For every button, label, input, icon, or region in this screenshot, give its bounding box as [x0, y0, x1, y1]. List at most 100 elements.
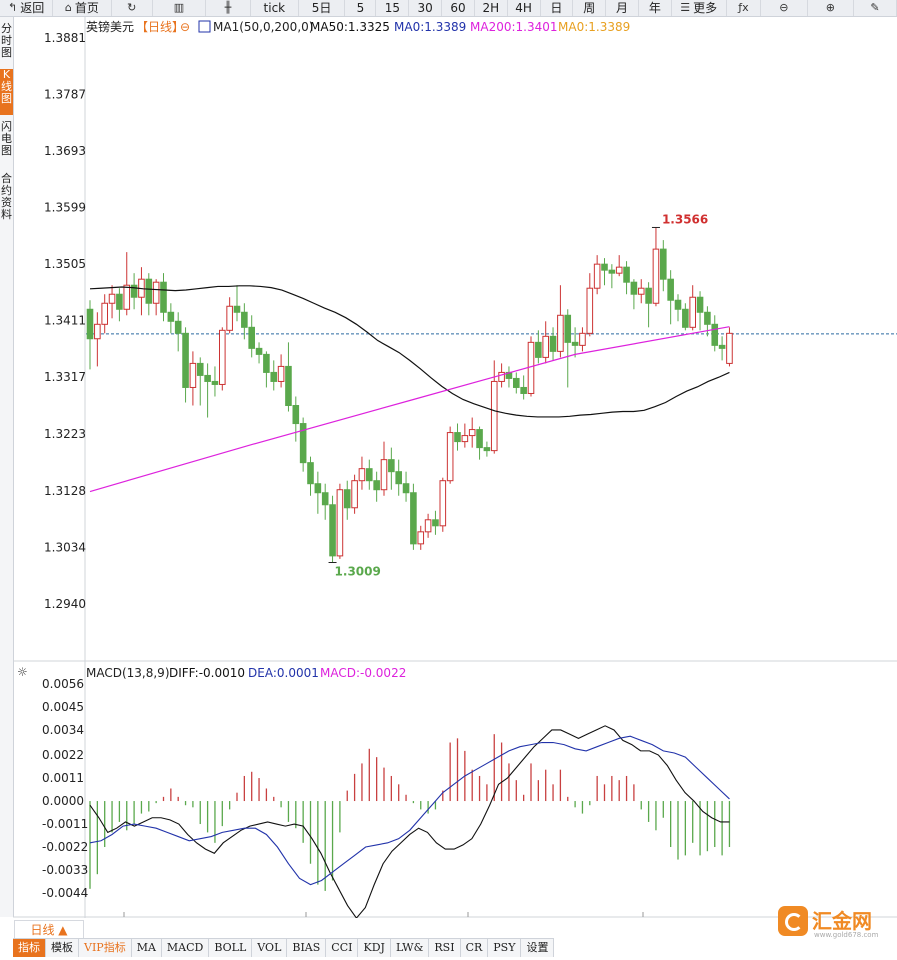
toolbar-year-button[interactable]: 年	[639, 0, 672, 16]
candle-body	[557, 314, 564, 352]
candle-body	[358, 468, 366, 482]
toolbar-back-button[interactable]: ↰ 返回	[0, 0, 54, 16]
zoom-in-icon: ⊕	[825, 1, 835, 14]
candle-body	[535, 341, 542, 358]
indicator-tab-0[interactable]: 指标	[13, 939, 46, 957]
indicator-tab-13[interactable]: PSY	[488, 939, 522, 957]
indicator-tab-7[interactable]: BIAS	[287, 939, 327, 957]
candle-body	[160, 281, 167, 313]
candle-body	[388, 459, 395, 473]
candle-body	[226, 305, 233, 331]
candle-body	[321, 492, 329, 506]
toolbar-h4-label: 4H	[515, 1, 532, 15]
price-tick-label: 1.3034	[44, 540, 86, 554]
candle-body	[674, 299, 682, 310]
candle-body	[579, 332, 586, 346]
indicator-tab-11[interactable]: RSI	[429, 939, 461, 957]
home-icon: ⌂	[64, 1, 72, 14]
indicator-tab-2[interactable]: VIP指标	[79, 939, 132, 957]
toolbar-m5-button[interactable]: 5	[345, 0, 377, 16]
toolbar-month-button[interactable]: 月	[606, 0, 639, 16]
view-tab-0[interactable]: 分时图	[1, 22, 12, 59]
toolbar-zoom-in-button[interactable]: ⊕	[808, 0, 855, 16]
toolbar-zoom-out-button[interactable]: ⊖	[761, 0, 808, 16]
toolbar-home-button[interactable]: ⌂ 首页	[53, 0, 112, 16]
candle-body	[108, 293, 116, 304]
candle-body	[410, 492, 417, 545]
candle-body	[696, 296, 704, 313]
candlestick-icon: ╫	[224, 1, 232, 14]
price-tick-label: 1.2940	[44, 597, 86, 611]
candle-body	[189, 362, 197, 388]
candle-body	[542, 335, 550, 358]
candle-body	[233, 305, 241, 313]
view-tab-2[interactable]: 闪电图	[1, 120, 12, 157]
toolbar-h4-button[interactable]: 4H	[508, 0, 541, 16]
indicator-tab-14[interactable]: 设置	[521, 939, 555, 957]
toolbar-candle-style-button[interactable]: ╫	[206, 0, 251, 16]
indicator-tab-1[interactable]: 模板	[46, 939, 79, 957]
toolbar-m60-button[interactable]: 60	[442, 0, 475, 16]
candle-body	[454, 432, 461, 443]
toolbar-refresh-button[interactable]: ↻	[112, 0, 153, 16]
candle-body	[564, 314, 572, 343]
candle-body	[615, 266, 623, 274]
macd-tick-label: 0.0022	[42, 748, 84, 762]
candle-body	[461, 435, 469, 443]
high-price-label: 1.3566	[662, 212, 708, 226]
candle-body	[608, 269, 616, 274]
candle-body	[549, 335, 557, 352]
indicator-tab-3[interactable]: MA	[132, 939, 162, 957]
candle-body	[490, 380, 498, 452]
collapse-icon: ⊖	[180, 20, 190, 34]
view-tab-1[interactable]: K线图	[0, 69, 13, 115]
candle-body	[241, 311, 248, 328]
toolbar-kline-type-button[interactable]: ▥	[153, 0, 207, 16]
candle-body	[704, 311, 711, 325]
bar-chart-icon: ▥	[173, 1, 185, 14]
toolbar-day-button[interactable]: 日	[541, 0, 574, 16]
candle-body	[123, 284, 131, 310]
toolbar-m15-button[interactable]: 15	[376, 0, 410, 16]
candle-body	[446, 432, 454, 482]
toolbar-m30-button[interactable]: 30	[409, 0, 443, 16]
candle-body	[593, 263, 601, 289]
candle-body	[130, 284, 138, 298]
indicator-tab-5[interactable]: BOLL	[209, 939, 253, 957]
toolbar-tick-button[interactable]: tick	[251, 0, 299, 16]
candle-body	[718, 344, 726, 349]
symbol-name: 英镑美元	[86, 19, 134, 34]
toolbar-week-button[interactable]: 周	[573, 0, 607, 16]
low-price-label: 1.3009	[335, 564, 381, 578]
period-select-button[interactable]: 日线 ▲	[14, 920, 84, 940]
ma50-line	[89, 285, 730, 418]
candle-body	[586, 287, 594, 334]
price-tick-label: 1.3599	[44, 201, 86, 215]
macd-tick-label: -0.0011	[42, 817, 88, 831]
indicator-tab-9[interactable]: KDJ	[358, 939, 391, 957]
toolbar-day-label: 日	[550, 1, 563, 15]
bottom-bar: 日线 ▲ 指标 模板 VIP指标 MA MACD BOLL VOL BIAS CCI KDJ LW&…	[0, 918, 897, 960]
macd-dea-value: DEA:0.0001	[248, 666, 319, 680]
indicator-tab-4[interactable]: MACD	[162, 939, 210, 957]
ma-setting-icon[interactable]	[198, 20, 211, 33]
toolbar-more-button[interactable]: ☰ 更多	[672, 0, 727, 16]
toolbar-5day-button[interactable]: 5日	[299, 0, 346, 16]
indicator-tab-8[interactable]: CCI	[326, 939, 359, 957]
candle-body	[395, 471, 402, 485]
candle-body	[476, 429, 483, 449]
indicator-tab-10[interactable]: LW&	[391, 939, 430, 957]
kline-chart[interactable]: 1.3881 1.3787 1.3693 1.3599 1.3505 1.3411 1.33…	[0, 0, 897, 918]
view-tab-3[interactable]: 合约资料	[1, 172, 12, 221]
macd-diff-value: DIFF:-0.0010	[169, 666, 245, 680]
toolbar-h2-button[interactable]: 2H	[475, 0, 508, 16]
candle-body	[637, 287, 645, 295]
toolbar-formula-button[interactable]: ƒx	[727, 0, 762, 16]
candle-body	[307, 462, 314, 485]
candle-body	[152, 281, 160, 304]
indicator-tab-6[interactable]: VOL	[252, 939, 288, 957]
price-tick-label: 1.3411	[44, 314, 86, 328]
candle-body	[86, 308, 94, 340]
indicator-tabs: 指标 模板 VIP指标 MA MACD BOLL VOL BIAS CCI KDJ LW& RSI CR…	[13, 938, 555, 957]
indicator-tab-12[interactable]: CR	[461, 939, 489, 957]
